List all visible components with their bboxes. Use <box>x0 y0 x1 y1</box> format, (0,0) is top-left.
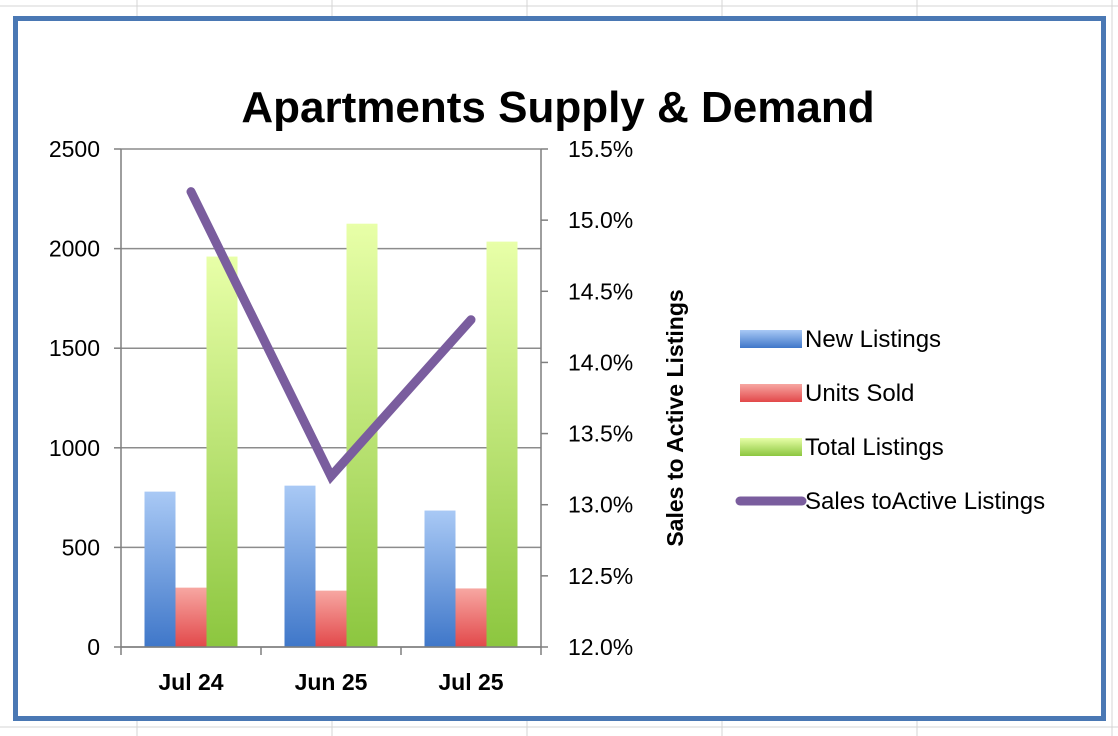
left-tick-label: 2000 <box>49 236 100 262</box>
bars <box>144 223 518 648</box>
bar-units-sold-jul-25 <box>455 588 487 647</box>
category-label: Jul 24 <box>158 669 223 695</box>
legend-label-new-listings: New Listings <box>805 326 941 353</box>
chart-title: Apartments Supply & Demand <box>241 83 874 132</box>
bar-units-sold-jun-25 <box>315 590 347 647</box>
legend-label-sales-toactive-listings: Sales toActive Listings <box>805 488 1045 515</box>
legend-swatch-total-listings <box>740 438 802 456</box>
category-label: Jul 25 <box>438 669 503 695</box>
right-tick-label: 13.0% <box>568 492 633 518</box>
bar-total-listings-jul-24 <box>206 256 238 647</box>
right-tick-label: 12.0% <box>568 634 633 660</box>
left-tick-label: 1000 <box>49 435 100 461</box>
legend-label-units-sold: Units Sold <box>805 380 914 407</box>
axes <box>114 148 548 655</box>
right-tick-label: 14.0% <box>568 349 633 375</box>
legend-swatch-units-sold <box>740 384 802 402</box>
right-axis-ticks: 12.0% 12.5% 13.0% 13.5% 14.0% 14.5% 15.0% 15.5% <box>568 136 633 660</box>
left-tick-label: 1500 <box>49 335 100 361</box>
left-tick-label: 0 <box>87 634 100 660</box>
line-series <box>186 187 476 485</box>
bar-new-listings-jun-25 <box>284 485 316 647</box>
right-tick-label: 15.0% <box>568 207 633 233</box>
gridlines <box>121 148 541 648</box>
bar-units-sold-jul-24 <box>175 587 207 647</box>
line-sales-toactive-listings <box>186 187 476 485</box>
right-tick-label: 13.5% <box>568 421 633 447</box>
left-tick-label: 500 <box>62 534 100 560</box>
left-axis-ticks: 0 500 1000 1500 2000 2500 <box>49 136 100 660</box>
bar-total-listings-jul-25 <box>486 241 518 648</box>
category-label: Jun 25 <box>295 669 368 695</box>
legend-label-total-listings: Total Listings <box>805 434 944 461</box>
left-tick-label: 2500 <box>49 136 100 162</box>
right-tick-label: 15.5% <box>568 136 633 162</box>
right-axis-title: Sales to Active Listings <box>662 289 688 546</box>
legend: New Listings Units Sold Total Listings Sale… <box>735 326 1045 515</box>
bar-new-listings-jul-24 <box>144 491 176 647</box>
bar-new-listings-jul-25 <box>424 510 456 647</box>
chart-svg: Apartments Supply & Demand 0 500 1000 1500 2… <box>49 83 1045 695</box>
legend-swatch-new-listings <box>740 330 802 348</box>
right-tick-label: 14.5% <box>568 278 633 304</box>
category-labels: Jul 24 Jun 25 Jul 25 <box>158 669 503 695</box>
chart-frame[interactable]: Apartments Supply & Demand 0 500 1000 1500 2… <box>13 16 1106 721</box>
right-tick-label: 12.5% <box>568 563 633 589</box>
